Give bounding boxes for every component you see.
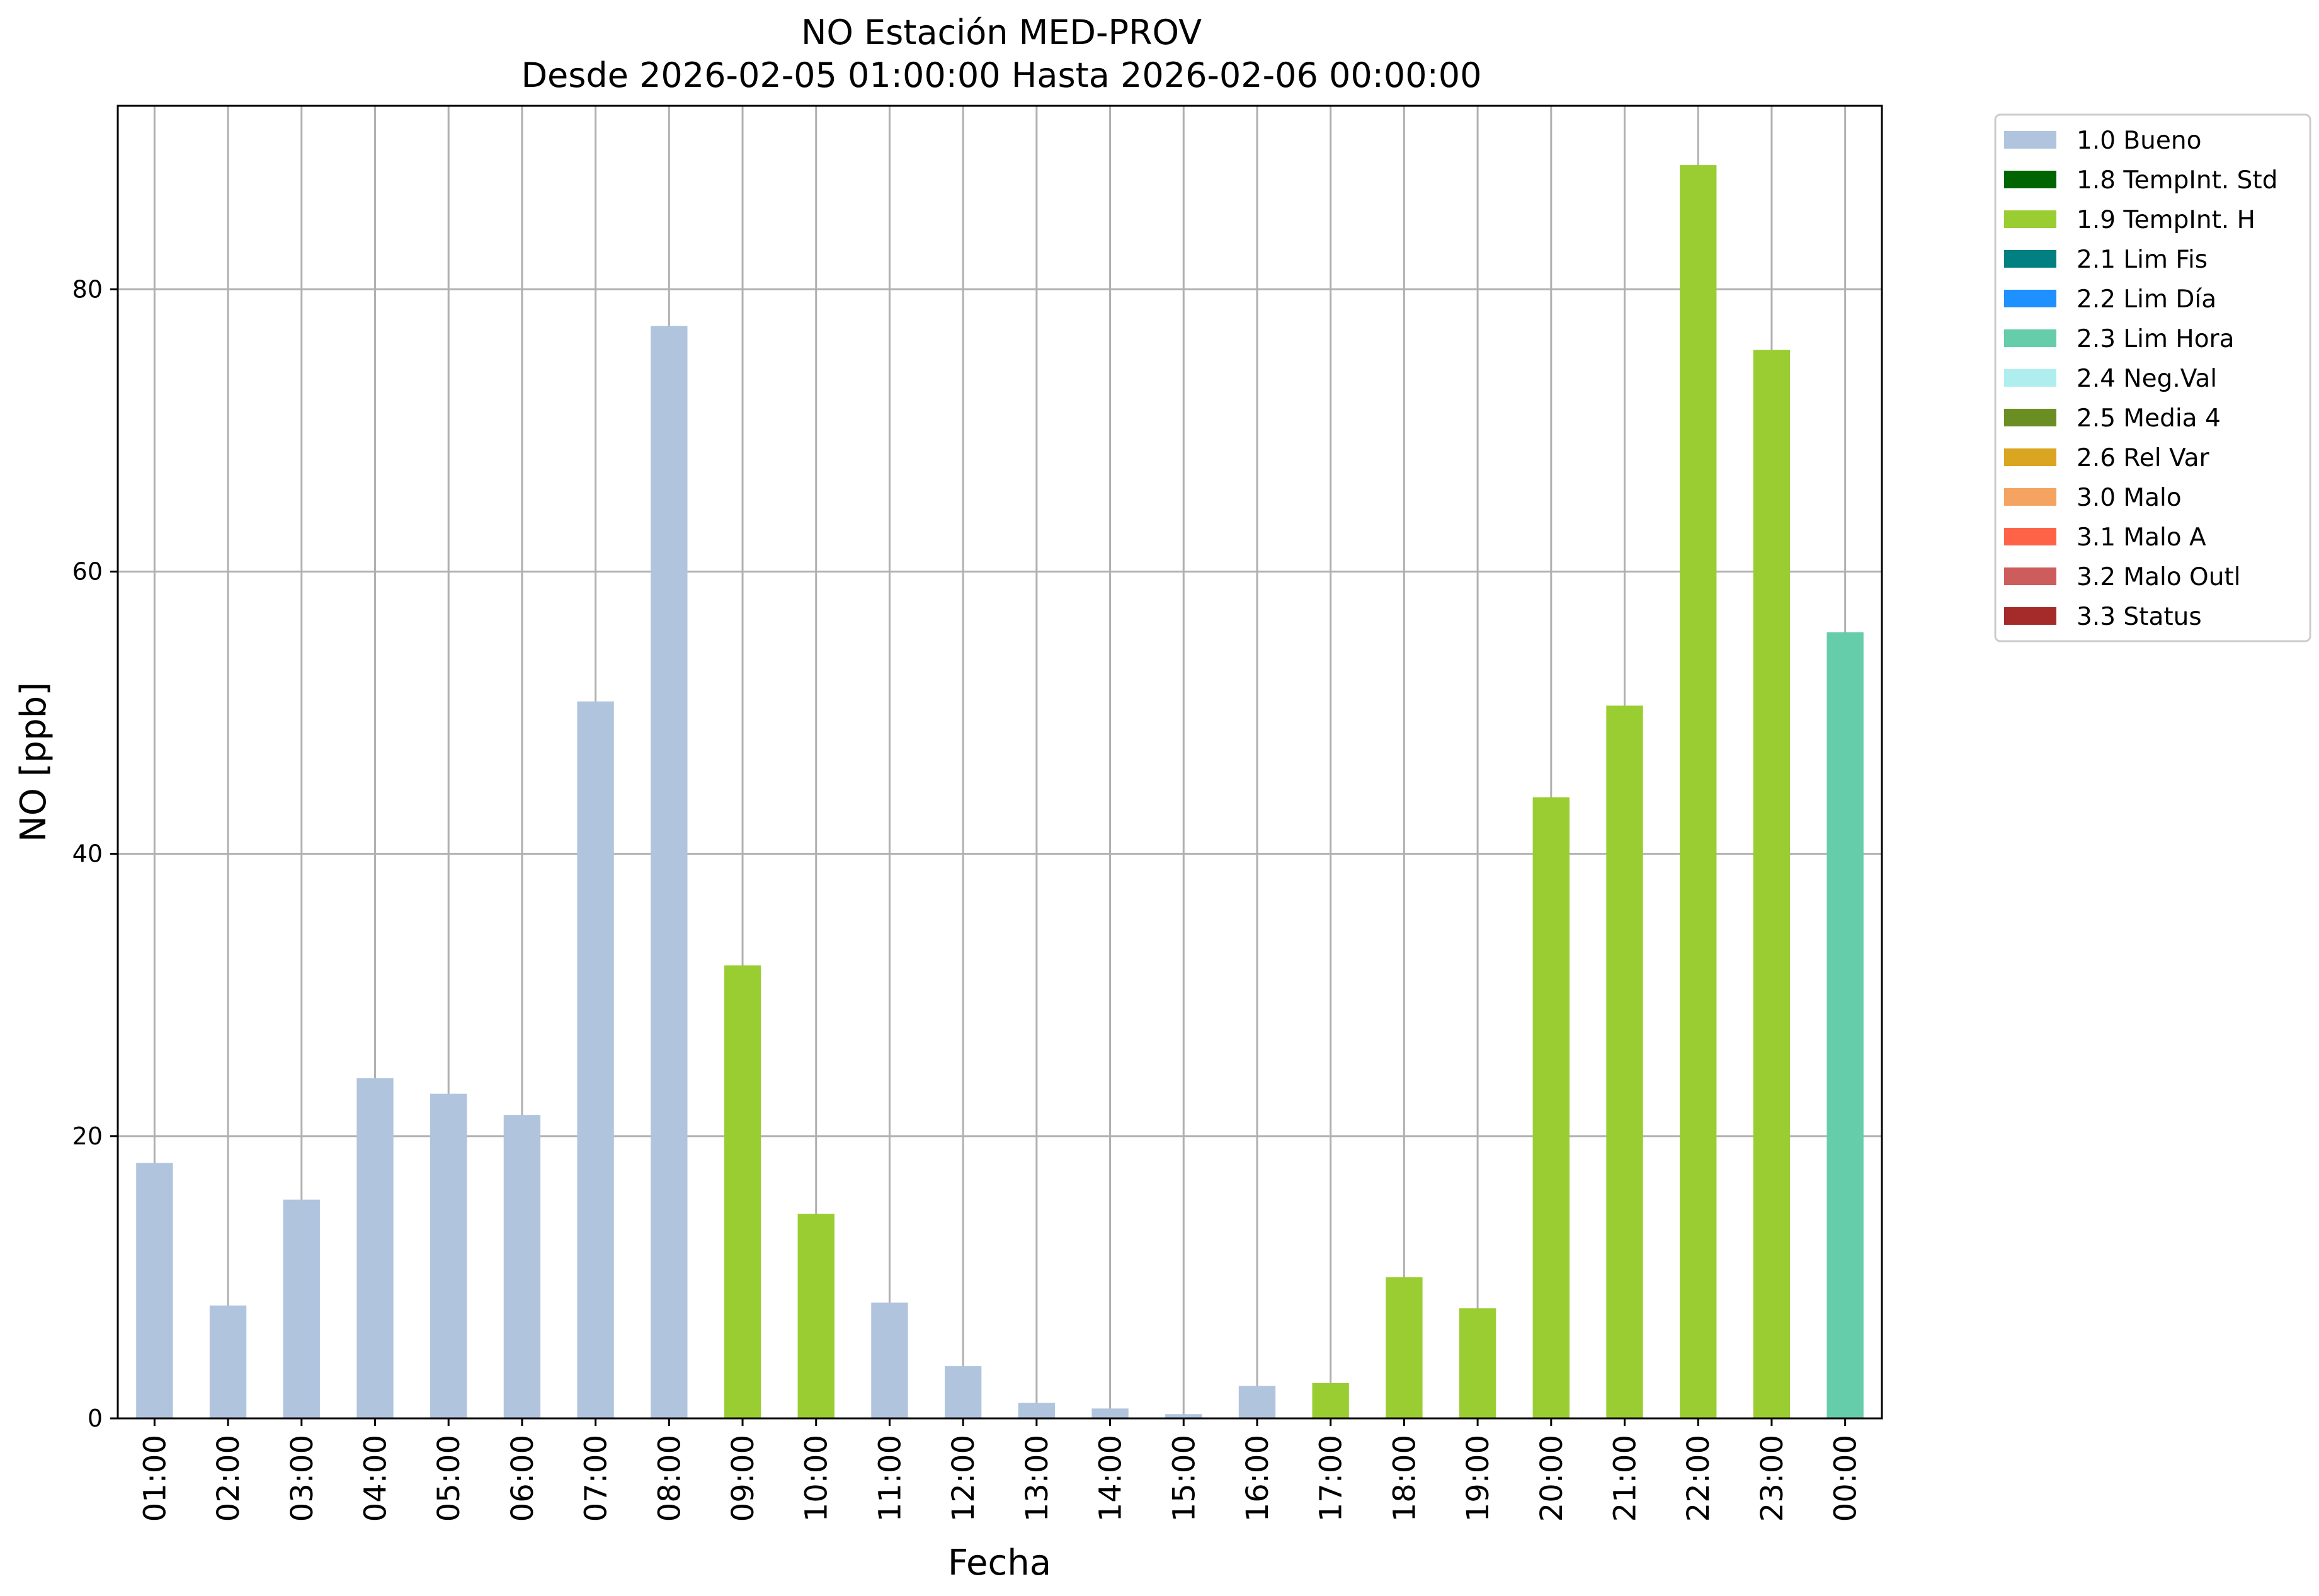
legend-label: 2.2 Lim Día (2077, 285, 2216, 314)
legend-label: 2.1 Lim Fis (2077, 246, 2208, 274)
x-tick-label: 12:00 (946, 1435, 981, 1522)
bar-1000 (797, 1214, 835, 1418)
x-tick-label: 08:00 (652, 1435, 687, 1522)
bar-1200 (944, 1366, 982, 1418)
y-tick-label: 40 (72, 840, 103, 868)
legend-swatch (2004, 567, 2056, 585)
bar-0500 (430, 1093, 467, 1418)
x-tick-label: 10:00 (799, 1435, 835, 1522)
x-tick-label: 07:00 (579, 1435, 614, 1522)
bar-0200 (209, 1305, 247, 1418)
bar-2200 (1680, 165, 1717, 1419)
plot-frame (117, 105, 1883, 1420)
legend-swatch (2004, 131, 2056, 149)
y-tick-label: 60 (72, 557, 103, 585)
legend-frame (1994, 113, 2311, 642)
bars (136, 165, 1864, 1419)
legend-entries: 1.0 Bueno 1.8 TempInt. Std 1.9 TempInt. H 2… (2004, 127, 2277, 631)
bar-1800 (1386, 1277, 1423, 1418)
legend-label: 1.8 TempInt. Std (2077, 166, 2277, 195)
bar-1400 (1091, 1408, 1129, 1418)
bar-0000 (1826, 632, 1864, 1419)
x-tick-label: 16:00 (1240, 1435, 1275, 1522)
x-tick-label: 15:00 (1166, 1435, 1202, 1522)
bar-1300 (1018, 1403, 1056, 1418)
bar-0900 (724, 965, 761, 1418)
y-tick-label: 80 (72, 275, 103, 303)
x-tick-label: 03:00 (285, 1435, 320, 1522)
legend-swatch (2004, 329, 2056, 347)
y-axis-ticks: 0 20 40 60 80 (72, 275, 118, 1432)
x-tick-label: 22:00 (1681, 1435, 1716, 1522)
x-tick-label: 20:00 (1534, 1435, 1570, 1522)
y-axis-label: NO [ppb] (13, 682, 54, 842)
legend-swatch (2004, 528, 2056, 545)
y-tick-label: 20 (72, 1122, 103, 1150)
legend-label: 2.6 Rel Var (2077, 444, 2210, 472)
x-tick-label: 00:00 (1828, 1435, 1864, 1522)
bar-2000 (1532, 797, 1570, 1418)
bar-1100 (871, 1302, 908, 1418)
legend-swatch (2004, 210, 2056, 228)
legend-label: 3.3 Status (2077, 603, 2202, 631)
bar-0300 (283, 1199, 320, 1418)
legend-label: 1.0 Bueno (2077, 127, 2201, 155)
x-tick-label: 21:00 (1608, 1435, 1643, 1522)
x-tick-label: 09:00 (726, 1435, 761, 1522)
legend-label: 2.4 Neg.Val (2077, 365, 2217, 393)
x-tick-label: 19:00 (1461, 1435, 1496, 1522)
bar-0400 (356, 1078, 394, 1418)
bar-0100 (136, 1163, 173, 1418)
legend-swatch (2004, 409, 2056, 426)
x-axis-ticks: 01:00 02:00 03:00 04:00 05:00 06:00 07:00 08:00… (137, 1418, 1864, 1522)
chart-title-line1: NO Estación MED-PROV (801, 13, 1202, 52)
legend-swatch (2004, 250, 2056, 268)
bar-0600 (503, 1115, 541, 1418)
y-tick-label: 0 (88, 1405, 103, 1432)
legend-label: 1.9 TempInt. H (2077, 206, 2255, 234)
legend-swatch (2004, 607, 2056, 625)
legend: 1.0 Bueno 1.8 TempInt. Std 1.9 TempInt. H 2… (1994, 113, 2311, 642)
bar-2300 (1753, 350, 1791, 1418)
x-tick-label: 13:00 (1020, 1435, 1055, 1522)
legend-label: 3.0 Malo (2077, 484, 2182, 512)
legend-swatch (2004, 369, 2056, 387)
legend-swatch (2004, 171, 2056, 188)
bar-1500 (1165, 1414, 1202, 1418)
x-tick-label: 06:00 (505, 1435, 540, 1522)
x-tick-label: 01:00 (137, 1435, 173, 1522)
bar-2100 (1606, 705, 1643, 1418)
x-tick-label: 17:00 (1314, 1435, 1349, 1522)
x-tick-label: 14:00 (1093, 1435, 1129, 1522)
legend-swatch (2004, 290, 2056, 307)
bar-0700 (577, 701, 614, 1418)
bar-1600 (1238, 1386, 1276, 1418)
x-tick-label: 05:00 (431, 1435, 467, 1522)
legend-label: 2.3 Lim Hora (2077, 325, 2235, 353)
bar-0800 (651, 326, 688, 1418)
legend-swatch (2004, 488, 2056, 506)
legend-swatch (2004, 448, 2056, 466)
x-tick-label: 11:00 (872, 1435, 908, 1522)
legend-label: 3.2 Malo Outl (2077, 563, 2241, 591)
bar-1900 (1459, 1308, 1496, 1418)
x-tick-label: 18:00 (1387, 1435, 1422, 1522)
x-tick-label: 04:00 (358, 1435, 393, 1522)
x-axis-label: Fecha (948, 1542, 1051, 1583)
x-tick-label: 02:00 (211, 1435, 246, 1522)
legend-label: 3.1 Malo A (2077, 523, 2206, 552)
bar-1700 (1312, 1382, 1349, 1418)
x-tick-label: 23:00 (1755, 1435, 1790, 1522)
chart-title-line2: Desde 2026-02-05 01:00:00 Hasta 2026-02-… (521, 55, 1481, 95)
legend-label: 2.5 Media 4 (2077, 404, 2221, 433)
